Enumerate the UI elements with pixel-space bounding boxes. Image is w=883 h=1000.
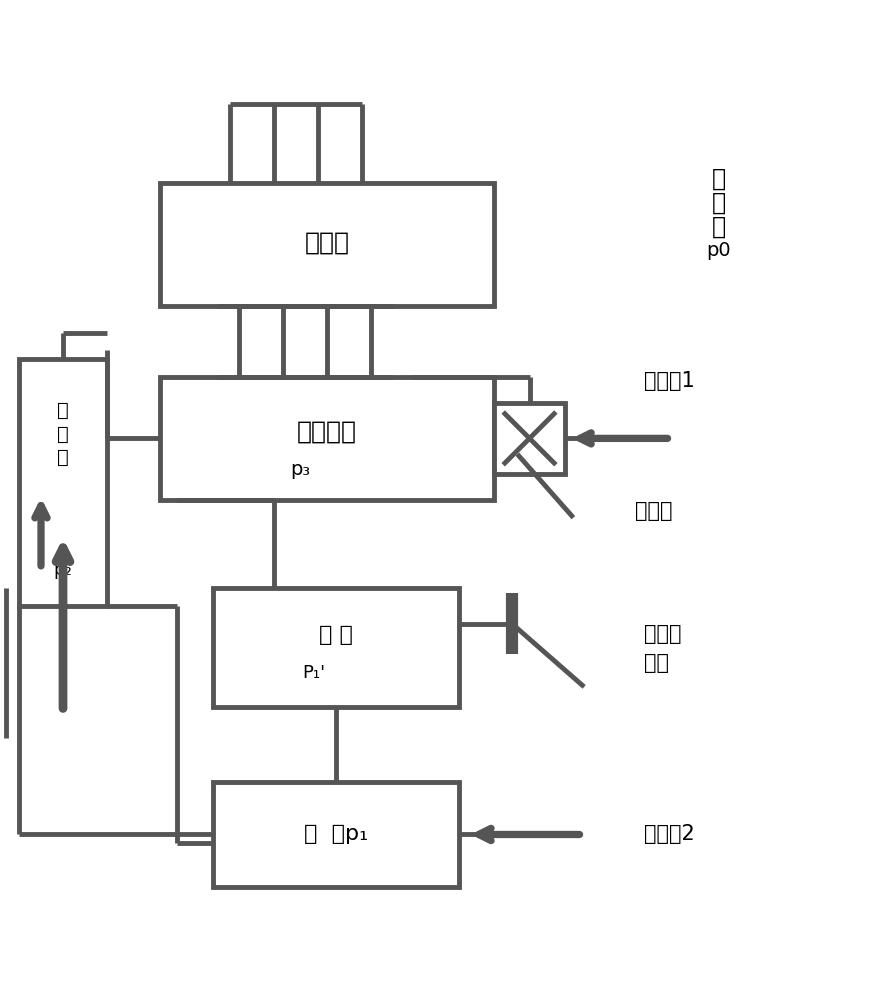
Text: 油 箱: 油 箱	[319, 625, 353, 645]
FancyBboxPatch shape	[160, 183, 494, 306]
Text: 气: 气	[712, 190, 726, 214]
Text: 电
磁
阀: 电 磁 阀	[57, 401, 69, 467]
Text: 大: 大	[712, 167, 726, 191]
Text: 燃烧室: 燃烧室	[305, 231, 350, 255]
Text: 炭  罐p₁: 炭 罐p₁	[304, 824, 368, 844]
FancyBboxPatch shape	[19, 359, 107, 606]
Text: 进气口1: 进气口1	[644, 371, 695, 391]
Text: p₃: p₃	[291, 460, 311, 479]
Text: 油口: 油口	[644, 653, 669, 673]
Text: p₂: p₂	[54, 561, 72, 579]
Text: 进气口2: 进气口2	[644, 824, 695, 844]
Text: 节气门: 节气门	[635, 501, 673, 521]
Text: 进气歧管: 进气歧管	[297, 419, 357, 443]
Text: P₁': P₁'	[302, 664, 326, 682]
FancyBboxPatch shape	[160, 377, 494, 500]
FancyBboxPatch shape	[213, 782, 459, 887]
FancyBboxPatch shape	[213, 588, 459, 707]
Text: 压: 压	[712, 214, 726, 238]
Text: p0: p0	[706, 241, 731, 260]
Text: 油箱加: 油箱加	[644, 624, 682, 644]
FancyBboxPatch shape	[494, 403, 565, 474]
